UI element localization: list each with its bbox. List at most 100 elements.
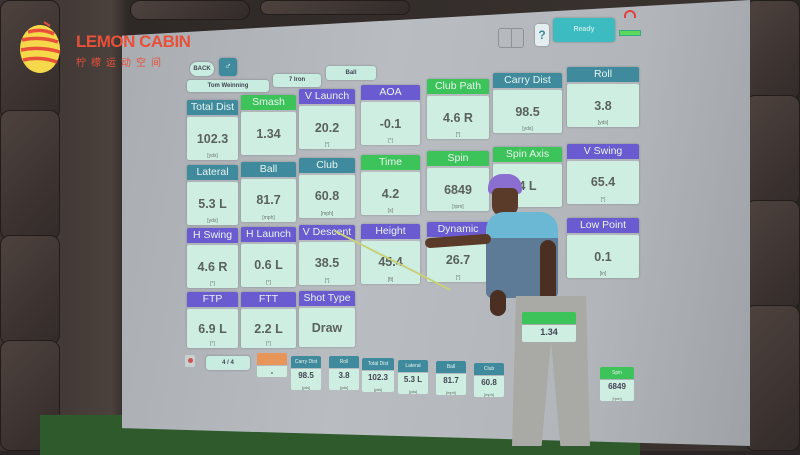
metric-label: H Swing	[187, 228, 238, 243]
metric-value: 98.5	[515, 104, 540, 119]
metric-body: 6849 [rpm]	[427, 168, 489, 212]
mini-value: 81.7	[436, 374, 466, 395]
metric-value: 2.2 L	[254, 321, 283, 336]
metric-unit: [yds]	[207, 153, 218, 159]
mini-unit: [yds]	[301, 385, 311, 390]
metric-label: Club Path	[427, 79, 489, 94]
metric-value: 102.3	[196, 131, 229, 146]
metric-tile-carry-dist[interactable]: Carry Dist 98.5 [yds]	[493, 73, 562, 133]
metric-unit: [°]	[210, 341, 215, 347]
metric-tile-spin[interactable]: Spin 6849 [rpm]	[427, 151, 489, 212]
wall-pad	[260, 0, 410, 15]
metric-value: 4 L	[518, 179, 537, 194]
mini-unit: [rpm]	[612, 396, 622, 401]
mini-value: 98.5	[291, 369, 321, 390]
club-select[interactable]: 7 Iron	[273, 74, 321, 87]
mini-label: Roll	[329, 356, 359, 368]
metric-value: 60.8	[314, 189, 340, 204]
metric-tile-club-path[interactable]: Club Path 4.6 R [°]	[427, 79, 489, 139]
metric-tile-v-swing[interactable]: V Swing 65.4 [°]	[567, 143, 639, 204]
metric-tile-h-launch[interactable]: H Launch 0.6 L [°]	[241, 226, 296, 287]
metric-label: Ball	[241, 161, 296, 177]
record-button[interactable]	[185, 355, 195, 367]
metric-body: 0.1 [in]	[567, 235, 639, 279]
metric-tile-h-swing[interactable]: H Swing 4.6 R [°]	[187, 228, 238, 288]
metric-tile-smash[interactable]: Smash 1.34	[241, 95, 296, 155]
metric-value: 4.2	[381, 186, 400, 201]
metric-label: AOA	[361, 85, 420, 100]
mini-value: 5.3 L	[398, 373, 428, 394]
golfer-icon[interactable]: ♂	[219, 58, 237, 76]
metric-body: 1.34	[241, 112, 296, 155]
metric-label: V Swing	[567, 143, 639, 159]
metric-body: 60.8 [mph]	[299, 174, 355, 218]
metric-unit: [°]	[266, 279, 271, 286]
metric-value: 3.8	[594, 98, 612, 113]
metric-unit: [ft]	[387, 276, 394, 283]
metric-body: Draw	[299, 308, 355, 348]
metric-value: -0.1	[379, 116, 402, 131]
metric-value: 6.9 L	[198, 322, 227, 337]
metric-value: 0.6 L	[254, 258, 283, 273]
metric-tile-low-point[interactable]: Low Point 0.1 [in]	[567, 218, 639, 279]
metric-body: 4.6 R [°]	[427, 96, 489, 139]
page-indicator[interactable]: 4 / 4	[206, 356, 250, 370]
help-button[interactable]: ?	[535, 24, 549, 46]
battery-icon	[619, 30, 641, 36]
grid-icon[interactable]	[498, 28, 524, 48]
lemon-logo	[20, 21, 61, 73]
metric-value: 4.6 R	[197, 259, 228, 274]
metric-value: 81.7	[256, 193, 281, 208]
metric-tile-roll[interactable]: Roll 3.8 [yds]	[567, 67, 639, 127]
mode-select[interactable]: Ball	[326, 66, 376, 80]
metric-label: Dynamic	[427, 221, 489, 237]
metric-unit: [yds]	[597, 120, 609, 126]
metric-tile-v-launch[interactable]: V Launch 20.2 [°]	[299, 89, 355, 149]
metric-tile-shot-type[interactable]: Shot Type Draw	[299, 291, 355, 348]
metric-tile-v-descent[interactable]: V Descent 38.5 [°]	[299, 224, 355, 285]
metric-unit: [rpm]	[452, 204, 464, 211]
metric-tile-height[interactable]: Height 45.4 [ft]	[361, 223, 420, 284]
mini-unit: [yds]	[373, 387, 383, 392]
metric-tile-time[interactable]: Time 4.2 [s]	[361, 155, 420, 216]
metric-tile-aoa[interactable]: AOA -0.1 [°]	[361, 85, 420, 145]
mini-tile-club: Club 60.8 [mph]	[474, 363, 504, 397]
metric-value: Draw	[311, 321, 343, 336]
metric-tile-dynamic[interactable]: Dynamic 26.7 [°]	[427, 221, 489, 282]
metric-tile-ball[interactable]: Ball 81.7 [mph]	[241, 161, 296, 222]
metric-label: H Launch	[241, 226, 296, 242]
metric-body: 20.2 [°]	[299, 106, 355, 149]
mini-label: Total Dist	[362, 358, 394, 370]
wall-pad	[745, 95, 800, 205]
mini-label: Ball	[436, 361, 466, 373]
metric-value: 26.7	[445, 253, 471, 268]
mini-label: Spin	[600, 367, 634, 379]
metric-value: 6849	[444, 182, 472, 197]
metric-label: FTT	[241, 291, 296, 307]
player-select[interactable]: Tom Weinning	[187, 80, 269, 92]
wall-pad	[745, 305, 800, 451]
metric-tile-ftt[interactable]: FTT 2.2 L [°]	[241, 291, 296, 348]
brand-name: LEMON CABIN	[76, 32, 191, 51]
shirt-projected-tile: 1.34	[522, 312, 576, 342]
metric-tile-ftp[interactable]: FTP 6.9 L [°]	[187, 292, 238, 348]
mini-unit: [yds]	[339, 385, 349, 390]
back-button[interactable]: BACK	[190, 62, 214, 76]
metric-tile-club[interactable]: Club 60.8 [mph]	[299, 157, 355, 218]
metric-label: Club	[299, 157, 355, 173]
wall-pad	[0, 235, 60, 345]
metric-body: 3.8 [yds]	[567, 84, 639, 127]
mini-value: -	[257, 366, 287, 377]
metric-tile-total-dist[interactable]: Total Dist 102.3 [yds]	[187, 100, 238, 160]
metric-unit: [°]	[266, 340, 271, 347]
metric-unit: [°]	[455, 132, 461, 138]
metric-label: Smash	[241, 95, 296, 110]
metric-value: 4.6 R	[443, 110, 473, 125]
wifi-icon	[624, 10, 636, 18]
mini-value: 3.8	[329, 369, 359, 390]
metric-label: Shot Type	[299, 291, 355, 307]
mini-tile-roll: Roll 3.8 [yds]	[329, 356, 359, 390]
ready-button[interactable]: Ready	[553, 18, 615, 42]
mini-tile-first: -	[257, 353, 287, 377]
metric-tile-lateral[interactable]: Lateral 5.3 L [yds]	[187, 165, 238, 225]
